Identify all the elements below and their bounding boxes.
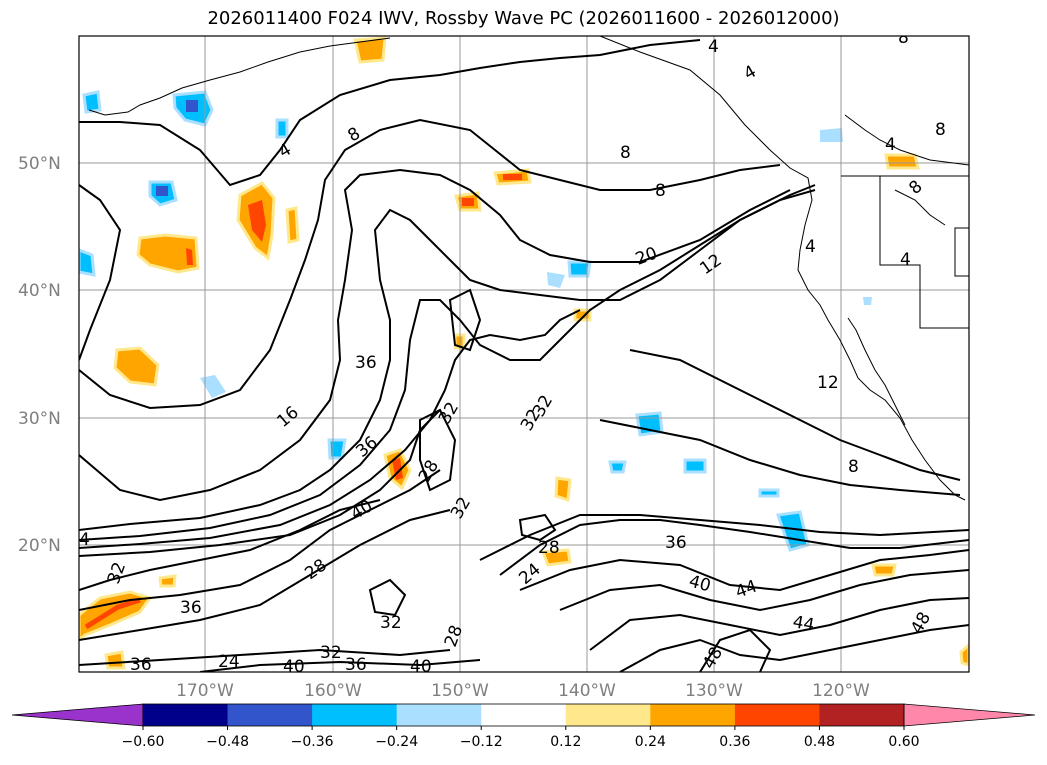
- iwv-contours: [79, 39, 969, 672]
- lat-label-40n: 40°N: [18, 281, 61, 301]
- colorbar-tick-label: 0.12: [550, 734, 581, 750]
- lat-label-50n: 50°N: [18, 154, 61, 174]
- contour-label: 32: [320, 643, 342, 663]
- map-frame: [78, 35, 970, 673]
- colorbar-tick-label: −0.24: [375, 734, 418, 750]
- colorbar: [11, 703, 1036, 727]
- colorbar-frame: [142, 703, 905, 727]
- colorbar-segment: [227, 704, 313, 726]
- contour-label: 44: [791, 612, 816, 635]
- contour-label: 4: [885, 135, 896, 155]
- colorbar-tick-label: 0.36: [719, 734, 750, 750]
- lon-label-120w: 120°W: [812, 681, 870, 701]
- contour-label: 36: [665, 533, 687, 553]
- map-title: 2026011400 F024 IWV, Rossby Wave PC (202…: [207, 8, 840, 29]
- colorbar-extend-low: [11, 703, 144, 727]
- colorbar-tick-label: −0.48: [206, 734, 249, 750]
- contour-label: 8: [935, 120, 946, 140]
- colorbar-segment: [734, 704, 820, 726]
- contour-label: 4: [900, 250, 911, 270]
- lat-label-30n: 30°N: [18, 409, 61, 429]
- lon-label-150w: 150°W: [431, 681, 489, 701]
- colorbar-tick-label: 0.60: [888, 734, 919, 750]
- contour-label: 8: [620, 143, 631, 163]
- lon-label-130w: 130°W: [685, 681, 743, 701]
- contour-label: 8: [898, 28, 909, 48]
- map-content: 4 4 4 4 4 4 8 8 8 8 8 8 12 12 16 20 24 2…: [79, 28, 969, 677]
- lat-label-20n: 20°N: [18, 536, 61, 556]
- colorbar-segment: [481, 704, 567, 726]
- latitude-labels: 50°N 40°N 30°N 20°N: [18, 154, 61, 556]
- contour-label: 4: [805, 237, 816, 257]
- colorbar-segment: [565, 704, 651, 726]
- lon-label-160w: 160°W: [304, 681, 362, 701]
- contour-label: 40: [283, 657, 305, 677]
- colorbar-segment: [312, 704, 398, 726]
- contour-label: 4: [708, 37, 719, 57]
- contour-label: 8: [848, 457, 859, 477]
- lon-label-170w: 170°W: [176, 681, 234, 701]
- colorbar-tick-label: −0.60: [122, 734, 165, 750]
- anomaly-shading: [79, 36, 969, 670]
- contour-label: 12: [817, 373, 839, 393]
- longitude-labels: 170°W 160°W 150°W 140°W 130°W 120°W: [176, 681, 870, 701]
- colorbar-tick-label: 0.24: [635, 734, 666, 750]
- contour-label: 32: [380, 613, 402, 633]
- contour-label: 40: [410, 657, 432, 677]
- contour-label: 8: [655, 181, 666, 201]
- contour-label: 36: [130, 655, 152, 675]
- contour-label: 36: [345, 655, 367, 675]
- contour-label: 4: [79, 530, 90, 550]
- contour-label: 28: [538, 538, 560, 558]
- colorbar-segment: [650, 704, 736, 726]
- colorbar-extend-high: [903, 703, 1036, 727]
- colorbar-segment: [819, 704, 905, 726]
- contour-label: 36: [180, 598, 202, 618]
- colorbar-tick-label: 0.48: [804, 734, 835, 750]
- coastlines: [88, 36, 969, 501]
- colorbar-segment: [396, 704, 482, 726]
- colorbar-tick-label: −0.12: [460, 734, 503, 750]
- lon-label-140w: 140°W: [558, 681, 616, 701]
- contour-label: 24: [218, 652, 240, 672]
- contour-label: 36: [355, 353, 377, 373]
- colorbar-segment: [143, 704, 229, 726]
- colorbar-tick-labels: −0.60 −0.48 −0.36 −0.24 −0.12 0.12 0.24 0.36 0.4…: [122, 726, 920, 750]
- colorbar-tick-label: −0.36: [291, 734, 334, 750]
